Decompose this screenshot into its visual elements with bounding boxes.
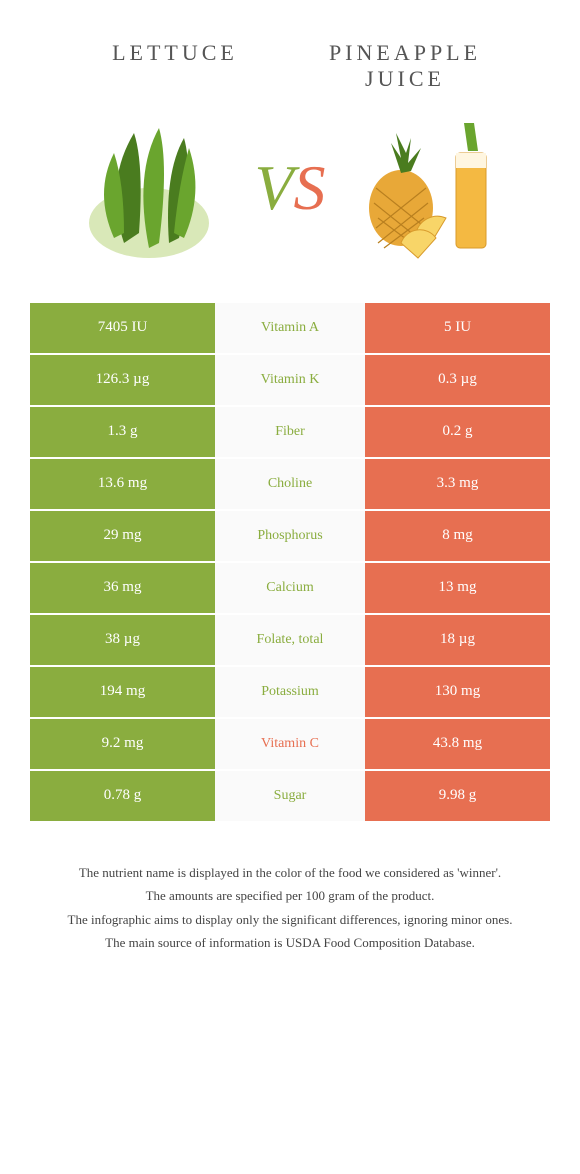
cell-right: 13 mg	[365, 563, 550, 615]
footer-line-4: The main source of information is USDA F…	[40, 933, 540, 953]
cell-left: 1.3 g	[30, 407, 215, 459]
cell-label: Calcium	[215, 563, 365, 615]
lettuce-image	[64, 103, 234, 273]
vs-s: S	[294, 152, 326, 223]
header-left: LETTUCE	[60, 40, 290, 93]
cell-left: 0.78 g	[30, 771, 215, 823]
table-row: 1.3 gFiber0.2 g	[30, 407, 550, 459]
cell-right: 3.3 mg	[365, 459, 550, 511]
footer-line-1: The nutrient name is displayed in the co…	[40, 863, 540, 883]
table-row: 29 mgPhosphorus8 mg	[30, 511, 550, 563]
pineapple-juice-image	[346, 103, 516, 273]
cell-label: Choline	[215, 459, 365, 511]
cell-right: 43.8 mg	[365, 719, 550, 771]
table-row: 9.2 mgVitamin C43.8 mg	[30, 719, 550, 771]
footer-line-3: The infographic aims to display only the…	[40, 910, 540, 930]
table-row: 36 mgCalcium13 mg	[30, 563, 550, 615]
cell-right: 5 IU	[365, 303, 550, 355]
cell-right: 9.98 g	[365, 771, 550, 823]
cell-label: Vitamin A	[215, 303, 365, 355]
header: LETTUCE PINEAPPLE JUICE	[0, 0, 580, 103]
cell-left: 126.3 µg	[30, 355, 215, 407]
cell-label: Folate, total	[215, 615, 365, 667]
cell-left: 38 µg	[30, 615, 215, 667]
cell-right: 8 mg	[365, 511, 550, 563]
cell-right: 0.3 µg	[365, 355, 550, 407]
cell-label: Potassium	[215, 667, 365, 719]
title-right: PINEAPPLE JUICE	[290, 40, 520, 93]
nutrient-table: 7405 IUVitamin A5 IU126.3 µgVitamin K0.3…	[30, 303, 550, 823]
cell-left: 9.2 mg	[30, 719, 215, 771]
cell-label: Vitamin K	[215, 355, 365, 407]
table-row: 38 µgFolate, total18 µg	[30, 615, 550, 667]
table-row: 7405 IUVitamin A5 IU	[30, 303, 550, 355]
cell-label: Vitamin C	[215, 719, 365, 771]
footer-line-2: The amounts are specified per 100 gram o…	[40, 886, 540, 906]
cell-left: 29 mg	[30, 511, 215, 563]
cell-right: 18 µg	[365, 615, 550, 667]
cell-label: Phosphorus	[215, 511, 365, 563]
cell-left: 13.6 mg	[30, 459, 215, 511]
cell-right: 130 mg	[365, 667, 550, 719]
vs-row: VS	[0, 103, 580, 303]
cell-label: Sugar	[215, 771, 365, 823]
cell-left: 36 mg	[30, 563, 215, 615]
table-row: 0.78 gSugar9.98 g	[30, 771, 550, 823]
table-row: 13.6 mgCholine3.3 mg	[30, 459, 550, 511]
vs-v: V	[254, 152, 293, 223]
cell-left: 194 mg	[30, 667, 215, 719]
cell-right: 0.2 g	[365, 407, 550, 459]
cell-left: 7405 IU	[30, 303, 215, 355]
table-row: 194 mgPotassium130 mg	[30, 667, 550, 719]
cell-label: Fiber	[215, 407, 365, 459]
header-right: PINEAPPLE JUICE	[290, 40, 520, 93]
footer: The nutrient name is displayed in the co…	[40, 863, 540, 953]
vs-text: VS	[254, 151, 325, 225]
title-left: LETTUCE	[60, 40, 290, 66]
table-row: 126.3 µgVitamin K0.3 µg	[30, 355, 550, 407]
